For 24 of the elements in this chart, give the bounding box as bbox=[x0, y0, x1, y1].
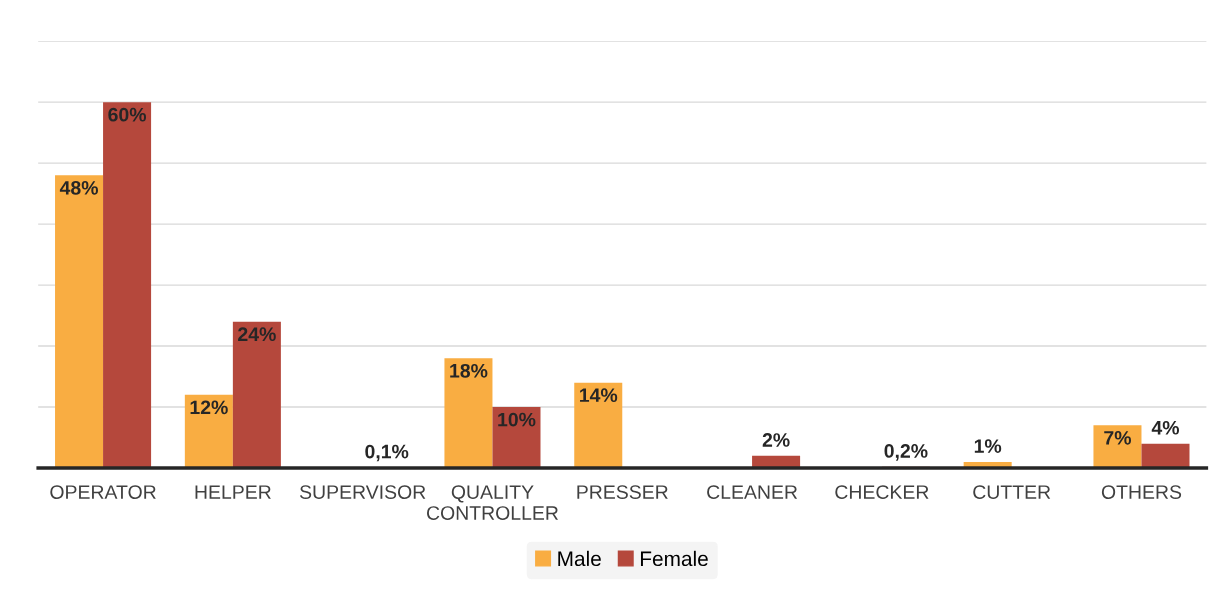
data-label: 1% bbox=[974, 439, 1002, 453]
data-label: 2% bbox=[762, 433, 790, 447]
data-label: 0,2% bbox=[884, 444, 928, 461]
x-tick-label: CLEANER bbox=[707, 485, 798, 499]
x-tick-label: HELPER bbox=[195, 485, 271, 499]
x-tick-label: QUALITY CONTROLLER bbox=[427, 485, 559, 520]
x-tick-label: SUPERVISOR bbox=[299, 485, 426, 499]
x-tick-label: PRESSER bbox=[577, 485, 668, 499]
data-label: 10% bbox=[498, 412, 536, 427]
data-label: 7% bbox=[1104, 431, 1131, 445]
data-label: 48% bbox=[59, 180, 98, 195]
x-tick-label: OPERATOR bbox=[50, 485, 156, 499]
x-tick-label: CHECKER bbox=[835, 485, 929, 499]
data-label: 18% bbox=[450, 363, 488, 378]
x-tick-label: OTHERS bbox=[1101, 485, 1182, 499]
data-label: 0,1% bbox=[365, 444, 409, 462]
data-label: 14% bbox=[580, 388, 618, 403]
data-label: 12% bbox=[190, 400, 228, 415]
legend-label: Male bbox=[558, 550, 601, 567]
data-label: 60% bbox=[108, 107, 147, 122]
data-label: 4% bbox=[1151, 420, 1180, 435]
x-tick-label: CUTTER bbox=[973, 485, 1051, 499]
legend-label: Female bbox=[640, 550, 708, 567]
data-label: 24% bbox=[238, 327, 276, 342]
